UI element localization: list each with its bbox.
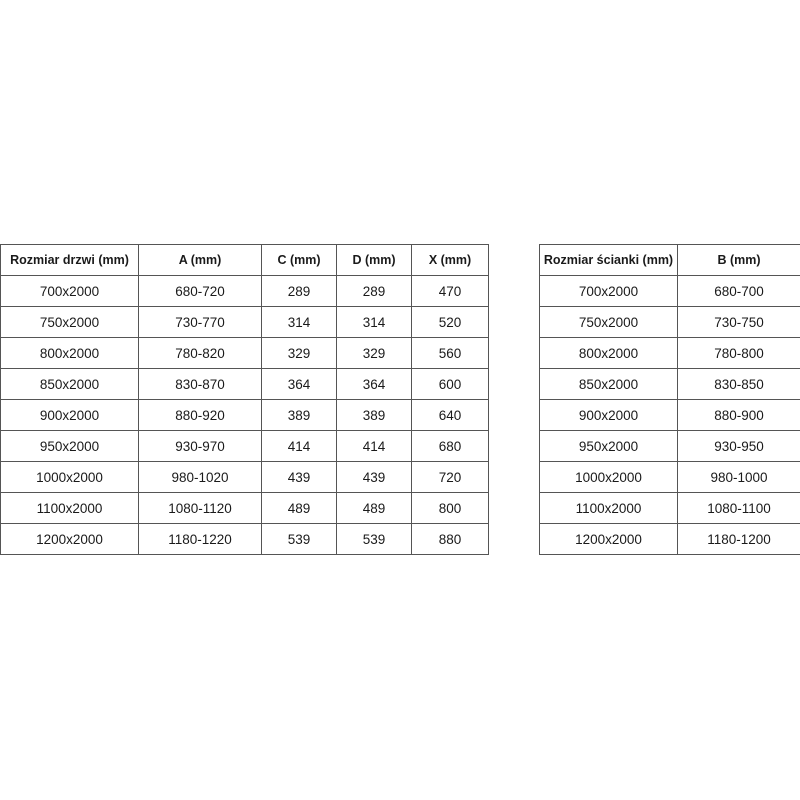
- table-cell: 1100x2000: [0, 492, 139, 524]
- table-cell: 800x2000: [0, 337, 139, 369]
- column-header: Rozmiar drzwi (mm): [0, 244, 139, 276]
- table-cell: 439: [336, 461, 412, 493]
- table-cell: 880-920: [138, 399, 262, 431]
- table-cell: 1200x2000: [0, 523, 139, 555]
- table-cell: 950x2000: [0, 430, 139, 462]
- table-cell: 800: [411, 492, 489, 524]
- table-row: 950x2000 930-950: [539, 430, 800, 462]
- table-row: 1200x2000 1180-1220 539 539 880: [0, 523, 489, 555]
- table-row: 1200x2000 1180-1200: [539, 523, 800, 555]
- table-row: 700x2000 680-720 289 289 470: [0, 275, 489, 307]
- table-cell: 1080-1120: [138, 492, 262, 524]
- table-cell: 1180-1200: [677, 523, 800, 555]
- table-cell: 539: [261, 523, 337, 555]
- table-cell: 930-970: [138, 430, 262, 462]
- table-cell: 780-820: [138, 337, 262, 369]
- table-row: 1100x2000 1080-1100: [539, 492, 800, 524]
- column-header: Rozmiar ścianki (mm): [539, 244, 678, 276]
- table-cell: 314: [336, 306, 412, 338]
- table-cell: 389: [336, 399, 412, 431]
- table-cell: 560: [411, 337, 489, 369]
- table-row: 750x2000 730-770 314 314 520: [0, 306, 489, 338]
- table-cell: 730-750: [677, 306, 800, 338]
- table-cell: 850x2000: [0, 368, 139, 400]
- table-header-row: Rozmiar ścianki (mm) B (mm): [539, 244, 800, 276]
- table-cell: 700x2000: [0, 275, 139, 307]
- door-size-table: Rozmiar drzwi (mm) A (mm) C (mm) D (mm) X (m…: [0, 244, 489, 555]
- table-cell: 329: [336, 337, 412, 369]
- table-cell: 1000x2000: [0, 461, 139, 493]
- table-cell: 1200x2000: [539, 523, 678, 555]
- table-cell: 470: [411, 275, 489, 307]
- table-cell: 489: [336, 492, 412, 524]
- table-row: 900x2000 880-920 389 389 640: [0, 399, 489, 431]
- table-cell: 289: [261, 275, 337, 307]
- table-cell: 329: [261, 337, 337, 369]
- table-cell: 1000x2000: [539, 461, 678, 493]
- table-cell: 950x2000: [539, 430, 678, 462]
- table-cell: 389: [261, 399, 337, 431]
- table-cell: 800x2000: [539, 337, 678, 369]
- table-row: 800x2000 780-800: [539, 337, 800, 369]
- table-cell: 289: [336, 275, 412, 307]
- table-row: 1000x2000 980-1000: [539, 461, 800, 493]
- table-row: 750x2000 730-750: [539, 306, 800, 338]
- table-cell: 830-850: [677, 368, 800, 400]
- table-cell: 750x2000: [0, 306, 139, 338]
- wall-size-table: Rozmiar ścianki (mm) B (mm) 700x2000 680-7…: [539, 244, 800, 555]
- table-row: 900x2000 880-900: [539, 399, 800, 431]
- table-row: 800x2000 780-820 329 329 560: [0, 337, 489, 369]
- column-header: B (mm): [677, 244, 800, 276]
- table-cell: 900x2000: [0, 399, 139, 431]
- table-row: 850x2000 830-870 364 364 600: [0, 368, 489, 400]
- table-cell: 600: [411, 368, 489, 400]
- table-cell: 980-1020: [138, 461, 262, 493]
- column-header: A (mm): [138, 244, 262, 276]
- column-header: C (mm): [261, 244, 337, 276]
- table-cell: 880-900: [677, 399, 800, 431]
- table-cell: 680-700: [677, 275, 800, 307]
- table-cell: 489: [261, 492, 337, 524]
- table-cell: 730-770: [138, 306, 262, 338]
- table-cell: 364: [261, 368, 337, 400]
- table-cell: 640: [411, 399, 489, 431]
- table-cell: 680-720: [138, 275, 262, 307]
- table-cell: 520: [411, 306, 489, 338]
- table-cell: 1100x2000: [539, 492, 678, 524]
- table-cell: 700x2000: [539, 275, 678, 307]
- table-cell: 439: [261, 461, 337, 493]
- table-cell: 1180-1220: [138, 523, 262, 555]
- table-cell: 780-800: [677, 337, 800, 369]
- table-cell: 680: [411, 430, 489, 462]
- table-cell: 414: [336, 430, 412, 462]
- table-row: 1100x2000 1080-1120 489 489 800: [0, 492, 489, 524]
- table-row: 700x2000 680-700: [539, 275, 800, 307]
- table-cell: 880: [411, 523, 489, 555]
- column-header: X (mm): [411, 244, 489, 276]
- table-cell: 980-1000: [677, 461, 800, 493]
- table-cell: 414: [261, 430, 337, 462]
- table-row: 950x2000 930-970 414 414 680: [0, 430, 489, 462]
- table-cell: 750x2000: [539, 306, 678, 338]
- column-header: D (mm): [336, 244, 412, 276]
- table-cell: 364: [336, 368, 412, 400]
- table-cell: 830-870: [138, 368, 262, 400]
- table-header-row: Rozmiar drzwi (mm) A (mm) C (mm) D (mm) X (m…: [0, 244, 489, 276]
- table-cell: 900x2000: [539, 399, 678, 431]
- table-cell: 850x2000: [539, 368, 678, 400]
- table-cell: 930-950: [677, 430, 800, 462]
- table-row: 1000x2000 980-1020 439 439 720: [0, 461, 489, 493]
- table-row: 850x2000 830-850: [539, 368, 800, 400]
- table-cell: 314: [261, 306, 337, 338]
- table-cell: 1080-1100: [677, 492, 800, 524]
- table-cell: 720: [411, 461, 489, 493]
- table-cell: 539: [336, 523, 412, 555]
